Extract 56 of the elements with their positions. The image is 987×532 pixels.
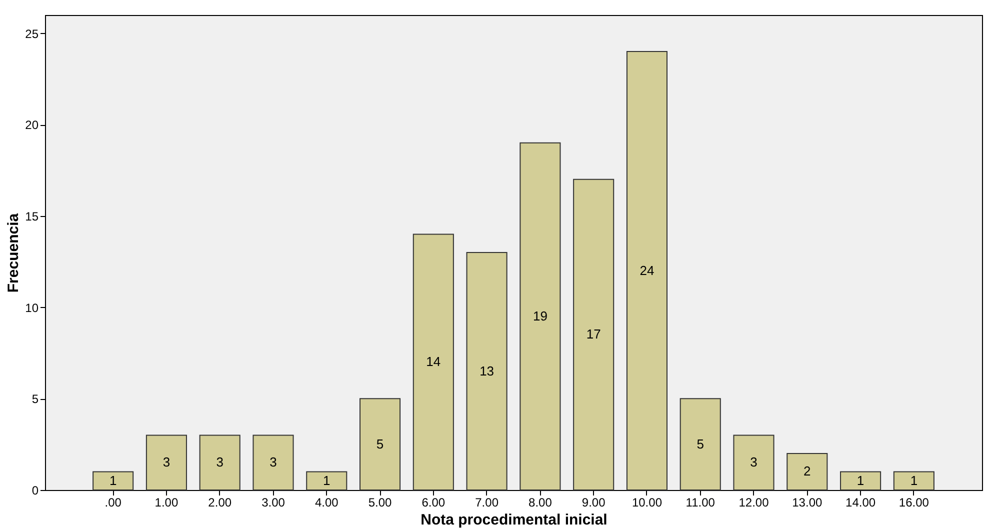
bar bbox=[146, 434, 187, 490]
y-tick-label: 15 bbox=[25, 209, 39, 224]
y-tick-label: 0 bbox=[32, 484, 39, 498]
bar bbox=[680, 398, 721, 490]
x-tick-label: 14.00 bbox=[846, 496, 876, 510]
bar bbox=[893, 471, 934, 490]
data-label: 1 bbox=[856, 472, 864, 488]
bar bbox=[199, 434, 240, 490]
bar bbox=[466, 252, 508, 490]
data-label: 3 bbox=[270, 454, 277, 470]
y-tick-label: 5 bbox=[32, 392, 39, 406]
bar bbox=[520, 142, 561, 490]
data-label: 13 bbox=[480, 363, 494, 378]
x-tick-label: 8.00 bbox=[528, 496, 552, 510]
bar bbox=[252, 434, 294, 490]
y-axis-title: Frecuencia bbox=[5, 212, 22, 293]
data-label: 5 bbox=[376, 436, 384, 452]
bar bbox=[733, 434, 774, 490]
data-label: 5 bbox=[696, 436, 704, 452]
x-tick-label: 3.00 bbox=[262, 496, 286, 510]
data-label: 17 bbox=[586, 326, 601, 342]
bar bbox=[360, 398, 401, 490]
x-tick-label: 2.00 bbox=[208, 496, 232, 510]
data-label: 1 bbox=[323, 472, 330, 488]
x-tick-label: 7.00 bbox=[475, 496, 499, 510]
x-tick-label: 10.00 bbox=[632, 496, 662, 510]
data-label: 3 bbox=[162, 454, 170, 470]
y-tick-label: 20 bbox=[25, 118, 39, 132]
bar bbox=[573, 178, 614, 490]
y-tick-label: 10 bbox=[25, 300, 39, 315]
data-label: 3 bbox=[216, 454, 224, 470]
x-tick-label: 4.00 bbox=[314, 496, 339, 510]
y-tick-label: 25 bbox=[25, 26, 39, 41]
x-tick-label: 11.00 bbox=[686, 496, 716, 510]
bar bbox=[92, 471, 134, 490]
bar bbox=[786, 452, 828, 490]
x-tick-label: 16.00 bbox=[898, 496, 930, 510]
data-label: 14 bbox=[426, 354, 441, 370]
data-label: 2 bbox=[804, 464, 811, 479]
x-tick-label: 9.00 bbox=[582, 496, 606, 510]
x-tick-label: .00 bbox=[104, 496, 122, 510]
x-tick-label: 5.00 bbox=[368, 496, 392, 510]
x-axis-title: Nota procedimental inicial bbox=[420, 512, 608, 528]
data-label: 19 bbox=[532, 308, 548, 324]
x-tick-label: 1.00 bbox=[154, 496, 178, 510]
data-label: 1 bbox=[109, 472, 117, 488]
bar bbox=[840, 471, 882, 490]
data-label: 24 bbox=[640, 262, 654, 278]
x-tick-label: 12.00 bbox=[738, 496, 770, 510]
data-label: 3 bbox=[750, 454, 758, 470]
x-tick-label: 6.00 bbox=[422, 496, 446, 510]
data-label: 1 bbox=[910, 472, 918, 488]
bar bbox=[626, 51, 668, 490]
x-tick-label: 13.00 bbox=[792, 496, 822, 510]
bar bbox=[306, 471, 348, 490]
bar bbox=[412, 234, 454, 490]
